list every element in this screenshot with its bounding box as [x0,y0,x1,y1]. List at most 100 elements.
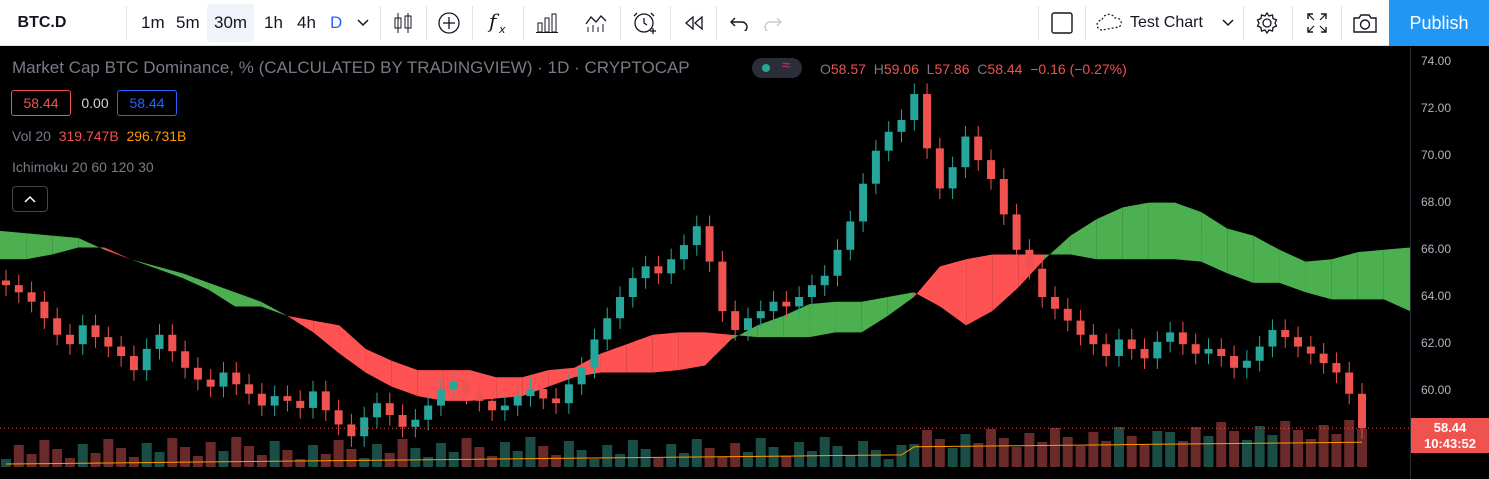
volume-bar [308,445,319,467]
candle-body [743,318,752,331]
undo-icon[interactable] [724,0,754,46]
interval-30m[interactable]: 30m [207,4,255,42]
alert-clock-icon[interactable] [628,0,662,46]
volume-bar [998,438,1009,467]
candle-body [347,424,356,437]
candle-body [590,339,599,368]
ichimoku-cloud-segment [1357,249,1384,300]
replay-rewind-icon[interactable] [678,0,710,46]
candle-type-candlestick-icon[interactable] [387,0,419,46]
volume-bar [870,450,881,467]
candle-body [1140,348,1149,359]
volume-bar [435,443,446,467]
volume-bar [525,437,536,467]
cloud-icon[interactable] [1093,0,1127,46]
ichimoku-cloud-segment [940,259,967,326]
candle-body [398,415,407,427]
volume-bar [704,448,715,467]
candle-body [411,419,420,427]
candle-body [846,221,855,250]
candle-body [117,346,126,356]
settings-gear-icon[interactable] [1250,0,1284,46]
volume-bar [883,459,894,467]
price-chart[interactable] [0,47,1410,479]
candle-body [283,396,292,401]
fullscreen-icon[interactable] [1300,0,1334,46]
volume-bar [487,456,498,467]
symbol-legend-title[interactable]: Market Cap BTC Dominance, % (CALCULATED … [12,58,690,77]
price-tick: 70.00 [1421,148,1452,162]
volume-bar [1139,445,1150,467]
volume-bar [397,439,408,467]
candle-body [53,318,62,335]
volume-bar [947,448,958,467]
candle-body [961,136,970,168]
candle-body [219,372,228,387]
buy-button[interactable]: 58.44 [117,90,177,116]
volume-bar [1190,427,1201,467]
candle-body [142,348,151,371]
divider [126,6,127,40]
ichimoku-cloud-segment [0,230,27,260]
price-tick: 72.00 [1421,101,1452,115]
divider [1341,6,1342,40]
volume-bar [333,440,344,467]
collapse-legend-chevron-up-icon[interactable] [12,186,48,212]
candle-body [462,381,471,394]
candle-body [1332,363,1341,373]
candle-body [1153,341,1162,359]
interval-1m[interactable]: 1m [141,13,165,32]
volume-bar [461,438,472,467]
candle-body [795,297,804,307]
ichimoku-cloud-segment [992,254,1019,312]
layout-square-icon[interactable] [1046,0,1078,46]
candle-body [270,396,279,406]
interval-1h[interactable]: 1h [264,13,283,32]
candle-body [897,120,906,132]
market-status-badge[interactable]: ≈ [752,57,802,78]
candle-body [654,266,663,274]
candle-body [1038,268,1047,297]
interval-4h[interactable]: 4h [297,13,316,32]
candle-body [680,245,688,260]
volume-bar [538,446,549,467]
interval-d[interactable]: D [330,13,343,32]
volume-bar [103,439,114,467]
candle-body [782,301,791,307]
volume-bar [39,440,50,467]
ichimoku-cloud-segment [130,259,157,269]
candle-body [27,292,36,302]
volume-bar [13,445,24,467]
ichimoku-cloud-segment [783,304,810,338]
candle-body [1102,344,1111,356]
chart-name[interactable]: Test Chart [1130,14,1203,31]
snapshot-camera-icon[interactable] [1348,0,1382,46]
symbol-search[interactable]: BTC.D [17,14,67,31]
financials-bar-chart-icon[interactable] [531,0,563,46]
sell-button[interactable]: 58.44 [11,90,71,116]
volume-bar [1305,439,1316,467]
templates-line-chart-icon[interactable] [580,0,612,46]
interval-dropdown-chevron-down-icon[interactable] [353,0,373,46]
price-tick: 60.00 [1421,383,1452,397]
candle-body [628,278,637,297]
volume-indicator-legend[interactable]: Vol 20 319.747B 296.731B [12,128,187,144]
candle-body [1268,330,1277,347]
publish-button[interactable]: Publish [1389,0,1489,46]
redo-icon[interactable] [758,0,788,46]
candle-body [1012,214,1021,250]
ichimoku-indicator-legend[interactable]: Ichimoku 20 60 120 30 [12,159,154,175]
price-change: −0.16 (−0.27%) [1030,61,1127,77]
candle-body [884,131,893,151]
add-compare-plus-icon[interactable] [433,0,465,46]
volume-bar [1037,442,1048,467]
volume-bar [1216,422,1227,467]
candle-body [296,400,305,408]
candle-body [449,381,458,390]
interval-5m[interactable]: 5m [176,13,200,32]
volume-bar [679,453,689,467]
price-scale[interactable]: 74.00 72.00 70.00 68.00 66.00 64.00 62.0… [1410,47,1489,479]
chart-menu-chevron-down-icon[interactable] [1218,0,1238,46]
volume-bar [282,450,293,467]
